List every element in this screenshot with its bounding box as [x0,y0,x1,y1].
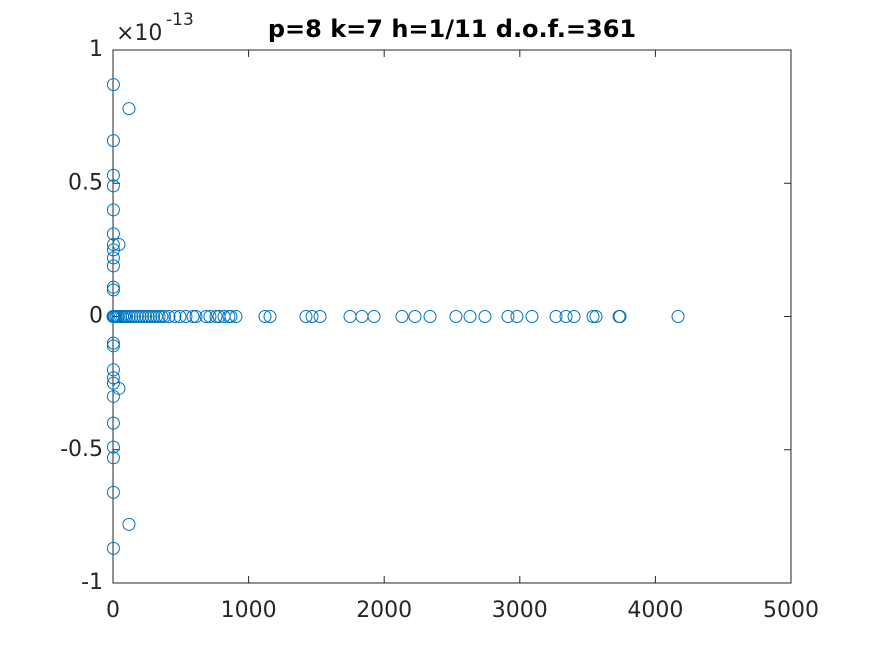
point [549,310,563,323]
point [133,310,147,323]
point [449,310,463,323]
chart-title: p=8 k=7 h=1/11 d.o.f.=361 [268,15,636,43]
point [136,310,150,323]
point [671,310,685,323]
point [168,310,182,323]
point [106,259,120,273]
point [120,310,134,323]
y-tick-label: 0 [89,304,103,329]
x-tick-label: 5000 [763,598,819,623]
point [199,310,213,323]
point [510,310,524,323]
point [152,310,166,323]
point [106,179,120,193]
point [395,310,409,323]
point [106,363,120,377]
x-tick-label: 2000 [356,598,412,623]
point [203,310,217,323]
point [463,310,477,323]
point [106,227,120,241]
point [367,310,381,323]
point [106,371,120,385]
point [139,310,153,323]
point [305,310,319,323]
point [147,310,161,323]
point [106,283,120,297]
point [478,310,492,323]
point [106,78,120,92]
x-tick-label: 1000 [221,598,277,623]
y-tick-label: 0.5 [68,170,103,195]
point [122,102,136,116]
point [130,310,144,323]
point [122,517,136,531]
point [179,310,193,323]
y-exponent-base: ×10 [116,21,162,46]
point [559,310,573,323]
point [189,310,203,323]
point [186,310,200,323]
point [106,416,120,430]
plot-area [112,49,792,584]
point [229,310,243,323]
point [155,310,169,323]
point [313,310,327,323]
point [106,485,120,499]
point [106,336,120,350]
point [106,339,120,353]
point [501,310,515,323]
point [258,310,272,323]
point [263,310,277,323]
point [106,134,120,148]
point [106,251,120,265]
point [423,310,437,323]
point [106,238,120,252]
point [567,310,581,323]
x-tick-label: 4000 [627,598,683,623]
point [106,168,120,182]
x-tick-label: 0 [106,598,120,623]
point [299,310,313,323]
point [149,310,163,323]
point [141,310,155,323]
point [586,310,600,323]
y-tick-label: -1 [81,570,103,595]
point [589,310,603,323]
point [525,310,539,323]
point [173,310,187,323]
point [408,310,422,323]
point [106,451,120,465]
x-tick-label: 3000 [492,598,548,623]
point [128,310,142,323]
y-tick-label: 1 [89,37,103,62]
point [224,310,238,323]
point [613,310,627,323]
point [158,310,172,323]
point [112,381,126,395]
point [106,440,120,454]
y-exponent-power: -13 [166,10,194,30]
point [125,310,139,323]
point [162,310,176,323]
point [106,280,120,294]
point [209,310,223,323]
point [106,203,120,217]
point [106,541,120,555]
point [122,310,136,323]
y-tick-label: -0.5 [60,437,103,462]
point [144,310,158,323]
point [112,238,126,252]
